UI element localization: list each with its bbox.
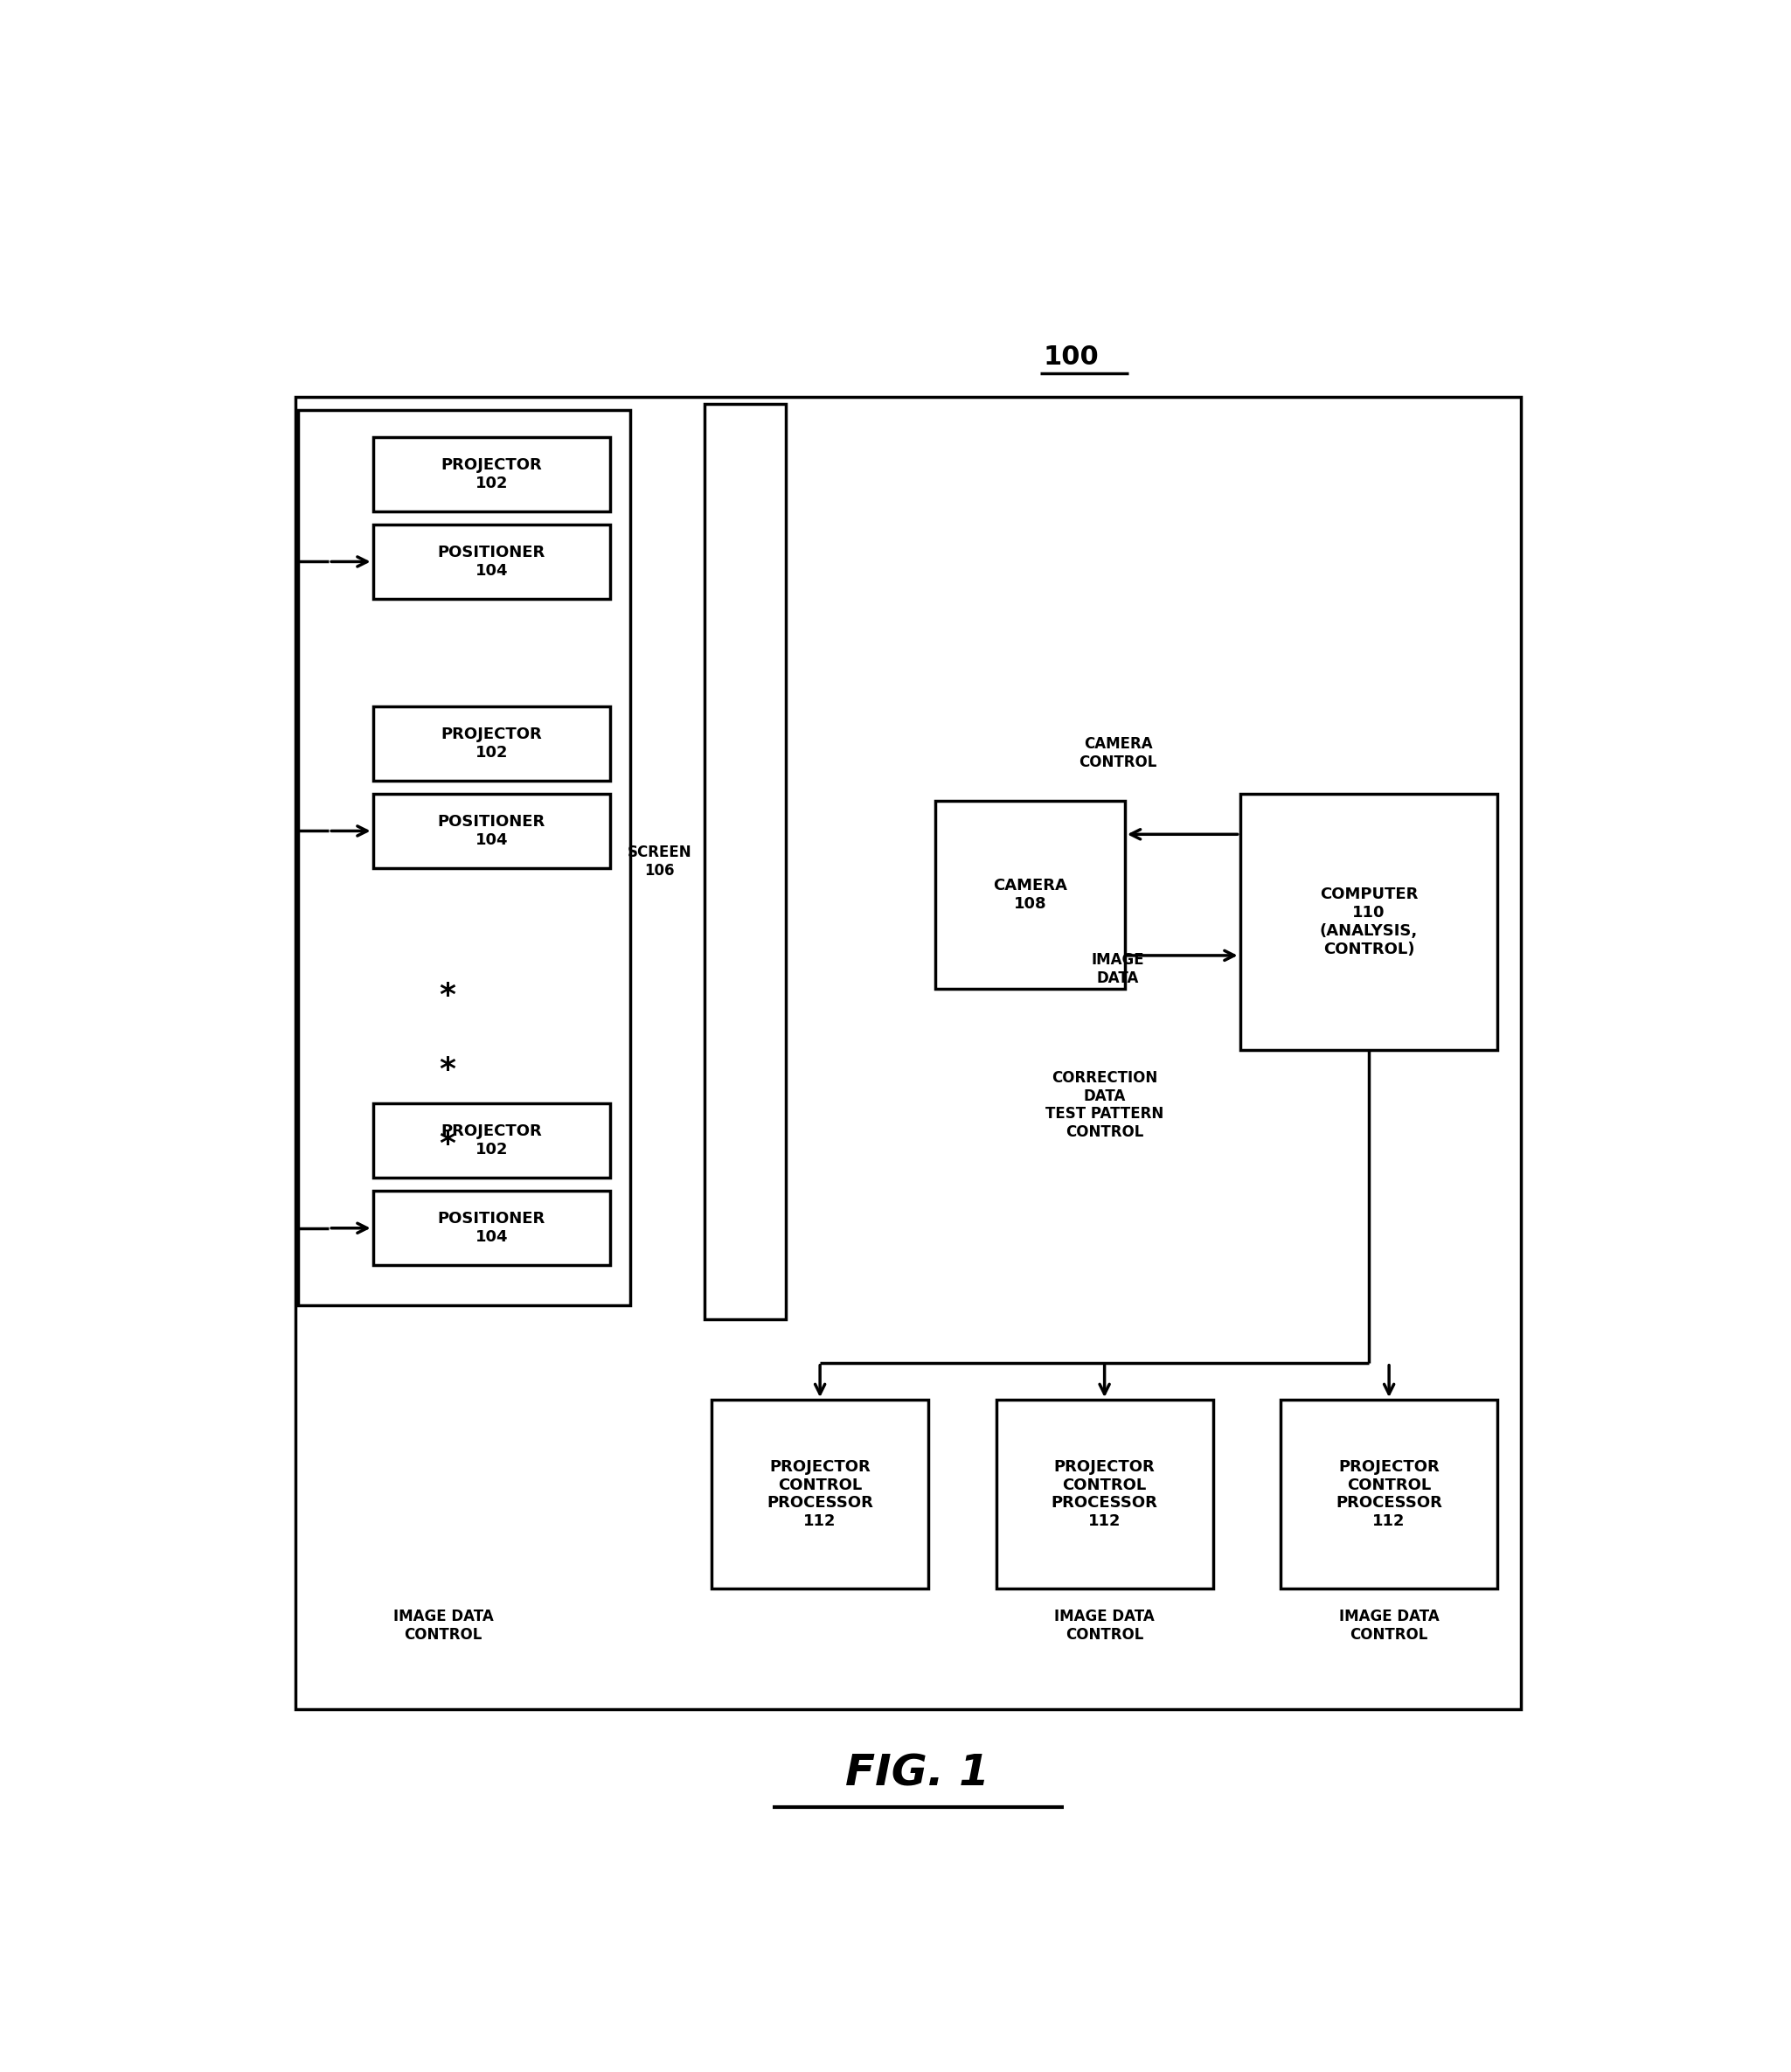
Bar xyxy=(373,437,611,512)
Bar xyxy=(373,1191,611,1266)
Bar xyxy=(935,800,1125,988)
Bar xyxy=(1281,1401,1497,1589)
Text: CORRECTION
DATA
TEST PATTERN
CONTROL: CORRECTION DATA TEST PATTERN CONTROL xyxy=(1046,1069,1164,1140)
Bar xyxy=(296,396,1521,1709)
Text: IMAGE DATA
CONTROL: IMAGE DATA CONTROL xyxy=(1340,1608,1440,1643)
Text: COMPUTER
110
(ANALYSIS,
CONTROL): COMPUTER 110 (ANALYSIS, CONTROL) xyxy=(1320,887,1418,957)
Text: IMAGE DATA
CONTROL: IMAGE DATA CONTROL xyxy=(394,1608,494,1643)
Bar xyxy=(996,1401,1213,1589)
Bar xyxy=(373,524,611,599)
Text: SCREEN
106: SCREEN 106 xyxy=(627,843,691,879)
Text: PROJECTOR
102: PROJECTOR 102 xyxy=(441,727,543,760)
Text: *: * xyxy=(439,1055,455,1086)
Text: PROJECTOR
CONTROL
PROCESSOR
112: PROJECTOR CONTROL PROCESSOR 112 xyxy=(1336,1459,1442,1529)
Text: POSITIONER
104: POSITIONER 104 xyxy=(437,1212,544,1245)
Bar xyxy=(299,410,630,1305)
Text: *: * xyxy=(439,980,455,1011)
Text: PROJECTOR
CONTROL
PROCESSOR
112: PROJECTOR CONTROL PROCESSOR 112 xyxy=(767,1459,874,1529)
Text: 100: 100 xyxy=(1042,344,1098,369)
Bar xyxy=(373,794,611,868)
Bar xyxy=(1239,794,1497,1051)
Bar xyxy=(373,1104,611,1177)
Bar xyxy=(373,707,611,781)
Text: PROJECTOR
102: PROJECTOR 102 xyxy=(441,1123,543,1158)
Text: PROJECTOR
CONTROL
PROCESSOR
112: PROJECTOR CONTROL PROCESSOR 112 xyxy=(1051,1459,1157,1529)
Bar xyxy=(706,404,786,1320)
Text: IMAGE
DATA: IMAGE DATA xyxy=(1091,953,1144,986)
Text: IMAGE DATA
CONTROL: IMAGE DATA CONTROL xyxy=(1055,1608,1155,1643)
Text: POSITIONER
104: POSITIONER 104 xyxy=(437,545,544,578)
Bar xyxy=(711,1401,928,1589)
Text: CAMERA
108: CAMERA 108 xyxy=(992,879,1067,912)
Text: CAMERA
CONTROL: CAMERA CONTROL xyxy=(1078,736,1157,771)
Text: FIG. 1: FIG. 1 xyxy=(845,1753,990,1794)
Text: *: * xyxy=(439,1129,455,1158)
Text: PROJECTOR
102: PROJECTOR 102 xyxy=(441,458,543,491)
Text: POSITIONER
104: POSITIONER 104 xyxy=(437,814,544,847)
